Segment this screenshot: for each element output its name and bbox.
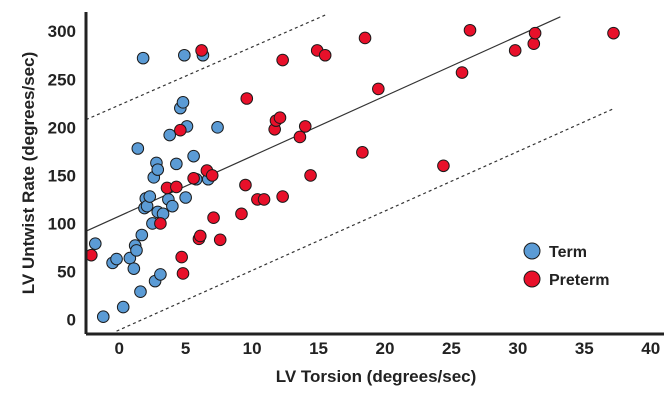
preterm-point (356, 146, 369, 159)
preterm-point (372, 82, 385, 96)
x-tick-label: 20 (376, 339, 395, 358)
preterm-point (174, 123, 187, 137)
x-axis-title: LV Torsion (degrees/sec) (276, 367, 477, 386)
preterm-point (358, 31, 372, 45)
preterm-point (528, 26, 542, 40)
term-point (151, 163, 165, 176)
term-point (134, 285, 147, 299)
preterm-point (207, 211, 220, 224)
x-tick-label: 35 (575, 339, 594, 358)
term-point (116, 300, 130, 314)
axes (84, 12, 664, 336)
preterm-point (213, 233, 227, 247)
term-point (176, 96, 190, 109)
preterm-point (187, 171, 200, 185)
term-point (166, 199, 179, 213)
x-tick-label: 30 (508, 339, 527, 358)
y-tick-label: 200 (48, 118, 76, 137)
y-tick-label: 150 (48, 166, 76, 185)
preterm-point (170, 180, 183, 194)
term-point (127, 262, 141, 275)
x-tick-label: 40 (641, 339, 660, 358)
y-tick-label: 300 (48, 22, 76, 41)
preterm-point (293, 130, 307, 144)
preterm-point (455, 66, 469, 79)
term-point (143, 190, 157, 203)
y-tick-label: 50 (57, 263, 76, 282)
term-point (136, 51, 150, 65)
term-point (89, 237, 102, 250)
x-tick-label: 25 (442, 339, 461, 358)
y-tick-label: 250 (48, 70, 76, 89)
preterm-point (298, 120, 312, 133)
preterm-point (154, 217, 167, 230)
y-tick-label: 0 (67, 311, 76, 330)
y-tick-label: 100 (48, 214, 76, 233)
tick-labels: 0 5 10 15 20 25 30 35 40 0 50 100 150 200 250 300 (48, 22, 661, 358)
term-point (163, 128, 177, 142)
preterm-point (304, 169, 317, 182)
preterm-point (273, 111, 287, 125)
legend-marker-preterm (523, 270, 541, 288)
term-point (131, 142, 145, 155)
preterm-point (527, 37, 541, 51)
preterm-point (463, 23, 477, 37)
x-tick-label: 5 (181, 339, 190, 358)
preterm-point (276, 53, 289, 67)
preterm-point (240, 92, 254, 105)
preterm-point (508, 44, 522, 57)
y-axis-title: LV Untwist Rate (degrees/sec) (19, 52, 38, 294)
preterm-point (607, 26, 620, 40)
confidence-band-line-1 (85, 13, 329, 121)
data-points (85, 23, 620, 323)
legend-label-preterm: Preterm (549, 272, 609, 289)
term-point (96, 310, 110, 323)
legend-label-term: Term (549, 244, 587, 261)
term-point (130, 244, 143, 257)
preterm-point (195, 44, 208, 57)
preterm-point (193, 229, 207, 243)
term-point (211, 121, 224, 134)
preterm-point (205, 169, 219, 182)
preterm-point (175, 250, 188, 264)
x-tick-label: 10 (243, 339, 262, 358)
confidence-band-line-2 (116, 107, 616, 332)
term-point (154, 268, 167, 281)
preterm-point (437, 159, 450, 173)
term-point (135, 228, 149, 242)
x-tick-label: 0 (114, 339, 123, 358)
term-point (179, 191, 192, 204)
x-tick-label: 15 (309, 339, 328, 358)
preterm-point (176, 267, 190, 280)
preterm-point (276, 190, 289, 203)
term-point (187, 149, 200, 163)
preterm-point (318, 48, 332, 62)
legend-marker-term (523, 242, 541, 260)
preterm-point (239, 178, 252, 192)
preterm-point (235, 207, 248, 221)
preterm-point (257, 193, 271, 206)
term-point (110, 252, 123, 266)
term-point (178, 48, 191, 62)
term-point (170, 157, 183, 171)
legend: Term Preterm (523, 242, 609, 289)
